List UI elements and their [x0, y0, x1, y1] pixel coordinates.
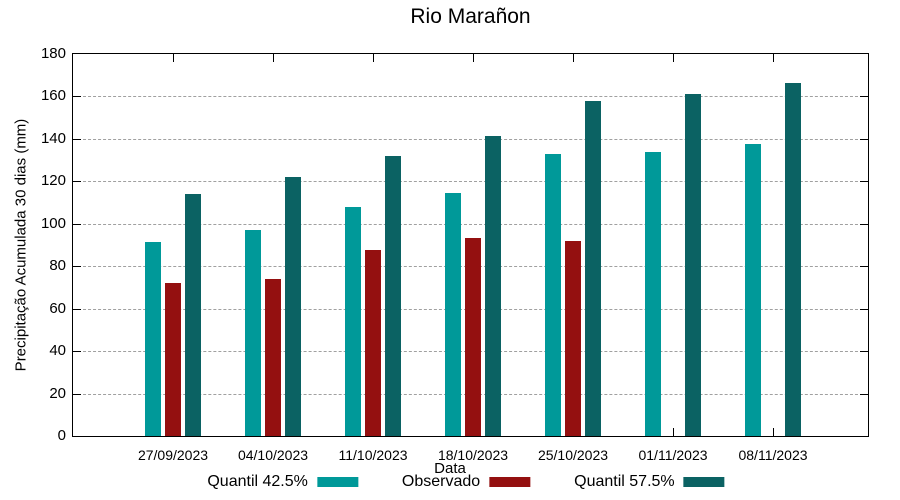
legend-item: Quantil 57.5% [574, 473, 725, 491]
y-tick-label: 140 [40, 129, 66, 147]
bar-quantil-57-5 [285, 177, 301, 436]
y-axis-tick [73, 393, 81, 395]
legend-label: Quantil 57.5% [574, 473, 675, 490]
x-axis-tick [172, 54, 174, 62]
y-axis-tick [860, 266, 868, 268]
x-axis-tick [272, 54, 274, 62]
legend-item: Quantil 42.5% [207, 473, 358, 491]
legend: Quantil 42.5% Observado Quantil 57.5% [207, 473, 725, 491]
bar-observado [165, 283, 181, 436]
gridline [73, 181, 868, 183]
x-axis-tick [672, 428, 674, 436]
bar-observado [365, 250, 381, 436]
y-tick-label: 0 [57, 427, 66, 444]
gridline [73, 138, 868, 140]
plot-area [72, 53, 869, 437]
y-tick-label: 120 [40, 172, 66, 190]
y-tick-label: 160 [40, 87, 66, 105]
bar-quantil-42-5 [345, 206, 361, 436]
legend-swatch [489, 477, 531, 487]
legend-swatch [683, 477, 725, 487]
bar-observado [565, 240, 581, 436]
y-tick-label: 20 [49, 384, 66, 402]
y-axis-tick [860, 308, 868, 310]
y-tick-label: 60 [49, 299, 66, 317]
y-axis-tick [860, 138, 868, 140]
y-tick-label: 180 [40, 45, 66, 62]
y-axis-tick [73, 181, 81, 183]
bar-quantil-42-5 [245, 230, 261, 436]
x-tick-label: 01/11/2023 [638, 447, 708, 463]
bar-quantil-57-5 [785, 82, 801, 436]
bar-quantil-42-5 [445, 193, 461, 436]
y-axis-tick [860, 393, 868, 395]
bar-observado [265, 278, 281, 436]
y-axis-tick [860, 223, 868, 225]
x-axis-tick [672, 54, 674, 62]
gridline [73, 223, 868, 225]
x-tick-label: 08/11/2023 [738, 447, 808, 463]
x-axis-tick [772, 54, 774, 62]
legend-swatch [316, 477, 358, 487]
x-axis-tick [472, 54, 474, 62]
legend-label: Quantil 42.5% [207, 473, 308, 490]
x-axis-tick [772, 428, 774, 436]
bar-quantil-42-5 [745, 144, 761, 436]
y-axis-tick [73, 308, 81, 310]
x-tick-label: 18/10/2023 [437, 447, 509, 463]
x-tick-label: 25/10/2023 [537, 447, 609, 463]
legend-item: Observado [401, 473, 531, 491]
x-axis-tick [572, 54, 574, 62]
y-axis-label: Precipitação Acumulada 30 dias (mm) [12, 118, 30, 372]
legend-label: Observado [401, 473, 481, 490]
x-tick-label: 27/09/2023 [137, 447, 209, 463]
y-axis-tick [860, 96, 868, 98]
y-axis-tick [860, 181, 868, 183]
y-axis-tick [73, 96, 81, 98]
bar-quantil-42-5 [145, 241, 161, 436]
bar-quantil-57-5 [185, 194, 201, 436]
x-tick-label: 04/10/2023 [237, 447, 309, 463]
chart-title: Rio Marañon [410, 5, 531, 28]
x-axis-tick [372, 54, 374, 62]
bar-quantil-42-5 [545, 153, 561, 436]
bar-quantil-57-5 [585, 100, 601, 436]
y-axis-tick [73, 351, 81, 353]
y-axis-tick [73, 138, 81, 140]
x-axis-label: Data [434, 460, 466, 477]
y-axis-tick [73, 223, 81, 225]
bar-quantil-57-5 [385, 155, 401, 436]
y-tick-label: 40 [49, 342, 66, 360]
bar-quantil-57-5 [485, 135, 501, 436]
y-axis-tick [73, 266, 81, 268]
x-tick-label: 11/10/2023 [338, 447, 408, 463]
y-tick-label: 80 [49, 257, 66, 275]
bar-observado [465, 237, 481, 436]
bar-quantil-57-5 [685, 94, 701, 436]
bar-quantil-42-5 [645, 151, 661, 436]
y-tick-label: 100 [40, 214, 66, 232]
gridline [73, 96, 868, 98]
y-axis-tick [860, 351, 868, 353]
